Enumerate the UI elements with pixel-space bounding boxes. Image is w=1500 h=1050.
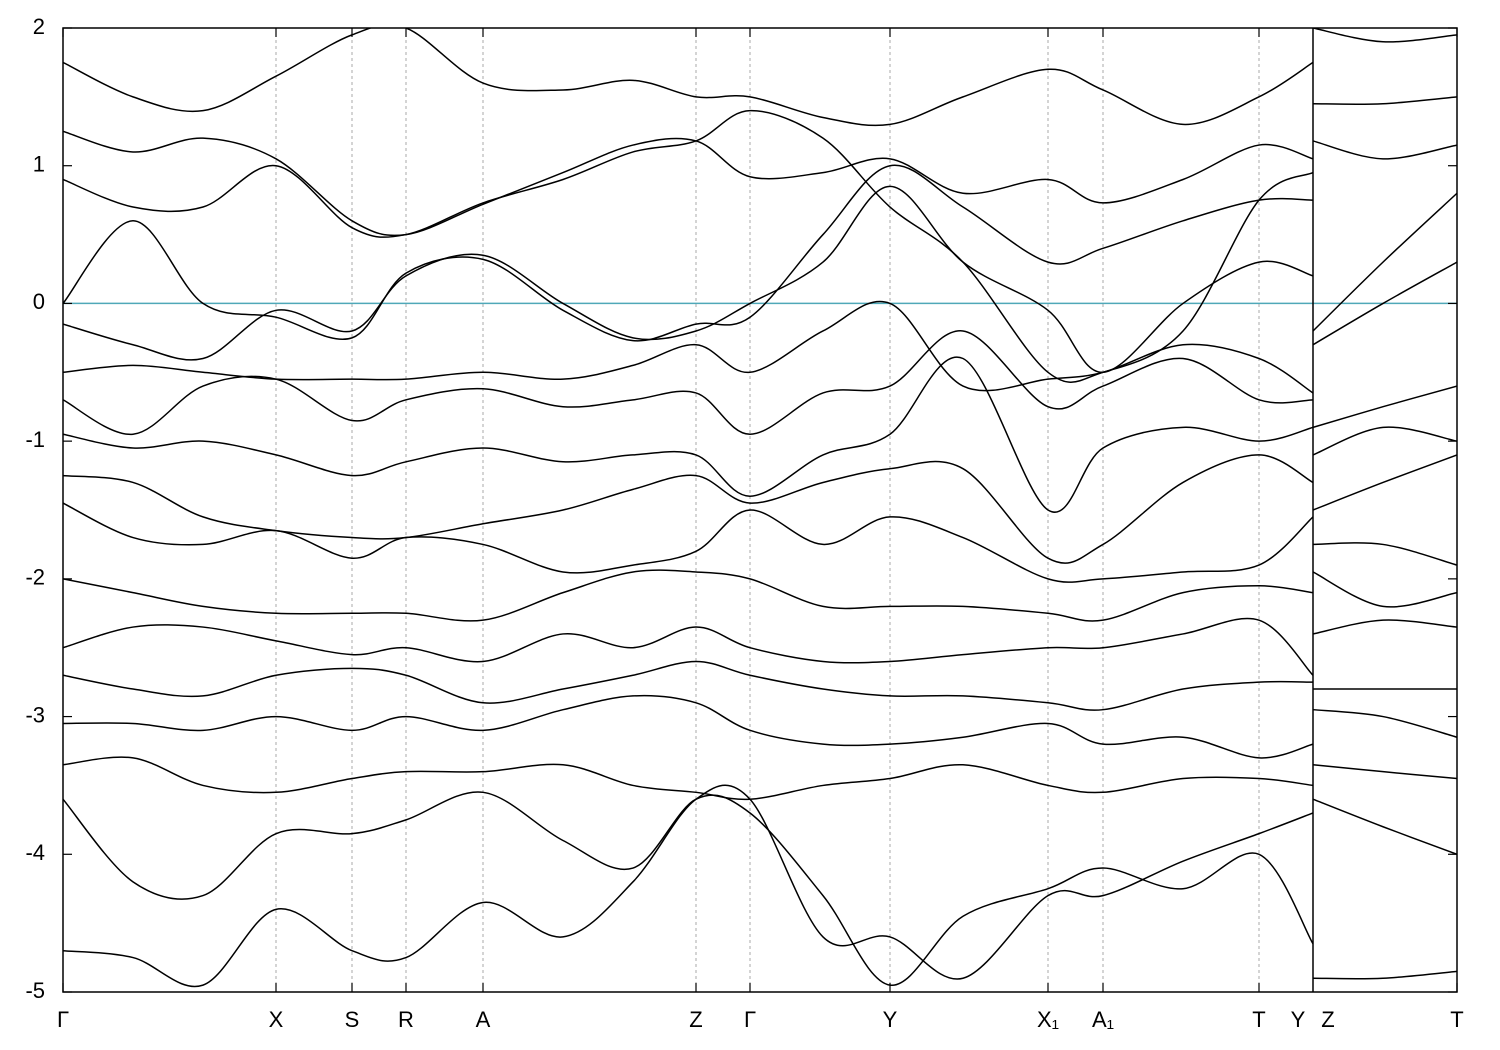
band (63, 356, 1457, 513)
x-tick-label: S (345, 1007, 360, 1032)
band (63, 569, 1457, 635)
plot-frame (62, 27, 1458, 993)
band (63, 454, 1457, 566)
y-tick-label: 1 (33, 152, 45, 177)
x-tick-label: Γ (57, 1007, 69, 1032)
band (63, 791, 1314, 986)
y-tick-label: -3 (25, 702, 45, 727)
band (63, 28, 1457, 127)
x-tick-label: X (269, 1007, 284, 1032)
y-tick-label: -2 (25, 565, 45, 590)
x-tick-label: Γ (744, 1007, 756, 1032)
band (63, 756, 1457, 855)
band (63, 330, 1457, 456)
y-tick-label: -1 (25, 427, 45, 452)
band (63, 300, 1457, 429)
band (63, 96, 1457, 237)
bands (63, 28, 1457, 988)
x-tick-label: Z (1321, 1007, 1334, 1032)
x-tick-label: X₁ (1037, 1007, 1059, 1032)
y-tick-label: 0 (33, 289, 45, 314)
x-tick-label: T (1252, 1007, 1265, 1032)
band (63, 617, 1457, 690)
band (63, 164, 1457, 342)
band (63, 660, 1457, 738)
band (63, 109, 1457, 383)
band (63, 694, 1457, 780)
x-tick-label: A₁ (1092, 1007, 1114, 1032)
x-tick-label: Z (689, 1007, 702, 1032)
x-tick-label: Y (1291, 1007, 1306, 1032)
x-tick-label: T (1450, 1007, 1463, 1032)
y-tick-label: -4 (25, 840, 45, 865)
x-tick-label: Y (883, 1007, 898, 1032)
x-tick-label: R (398, 1007, 414, 1032)
grid (275, 28, 1260, 992)
band (63, 502, 1457, 608)
y-tick-label: 2 (33, 14, 45, 39)
band (63, 185, 1457, 374)
band (63, 784, 1457, 988)
x-tick-label: A (476, 1007, 491, 1032)
y-tick-label: -5 (25, 978, 45, 1003)
